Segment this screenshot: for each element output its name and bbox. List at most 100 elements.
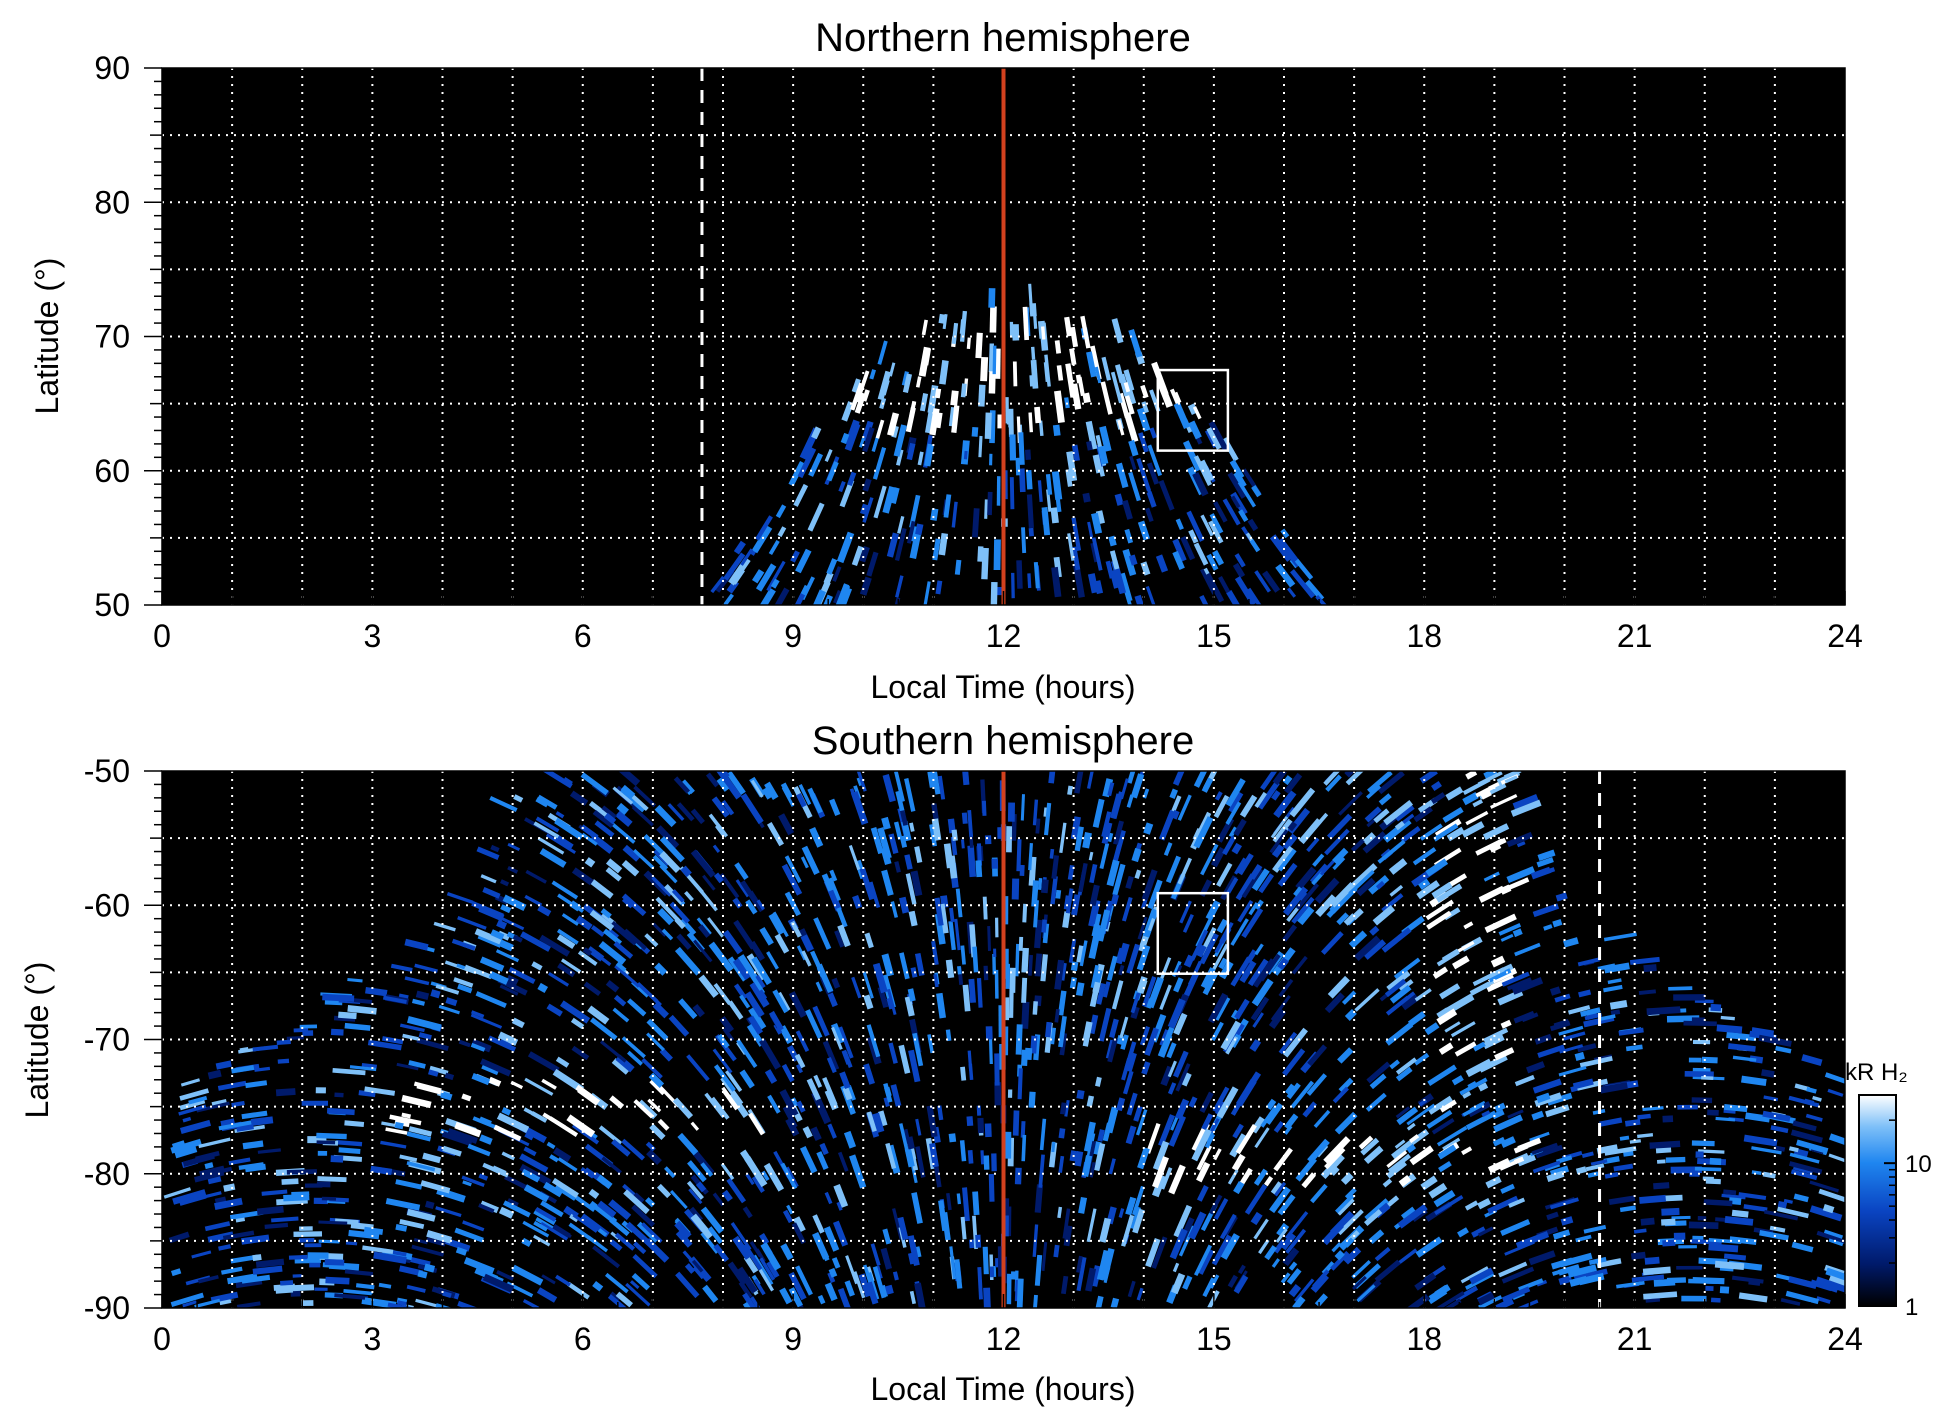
emission-streak — [1130, 1006, 1140, 1020]
emission-streak — [1196, 1185, 1209, 1202]
emission-streak — [458, 1039, 471, 1048]
emission-streak — [700, 1231, 720, 1254]
emission-streak — [1225, 778, 1246, 807]
emission-streak — [1112, 863, 1126, 896]
emission-streak — [1050, 1027, 1057, 1045]
emission-streak — [1102, 981, 1111, 998]
emission-streak — [1022, 306, 1030, 341]
emission-streak — [1229, 459, 1245, 480]
emission-streak — [1228, 791, 1244, 813]
emission-streak — [1409, 1145, 1434, 1166]
emission-streak — [849, 1154, 867, 1189]
emission-streak — [316, 1132, 347, 1140]
emission-streak — [688, 1188, 703, 1205]
emission-streak — [467, 1143, 491, 1157]
emission-streak — [725, 1069, 743, 1092]
emission-streak — [1394, 1139, 1406, 1149]
emission-streak — [851, 976, 862, 999]
emission-streak — [1034, 1254, 1043, 1286]
emission-streak — [1388, 858, 1408, 875]
emission-streak — [204, 1221, 231, 1232]
emission-streak — [1809, 1205, 1843, 1222]
emission-streak — [1504, 775, 1518, 784]
emission-streak — [904, 778, 916, 812]
emission-streak — [1431, 1117, 1455, 1135]
colorbar-ticks: 110 — [1884, 1094, 1932, 1321]
emission-streak — [1258, 873, 1275, 894]
emission-streak — [1500, 1219, 1531, 1236]
emission-streak — [780, 1162, 798, 1190]
emission-streak — [503, 1200, 531, 1218]
emission-streak — [601, 805, 617, 819]
colorbar-tick-label: 1 — [1905, 1294, 1918, 1321]
emission-streak — [772, 911, 789, 938]
emission-streak — [1761, 1069, 1775, 1078]
emission-streak — [1396, 1106, 1419, 1126]
emission-streak — [1460, 1266, 1489, 1284]
emission-streak — [1334, 1111, 1358, 1135]
emission-streak — [881, 869, 894, 896]
emission-streak — [1537, 849, 1556, 861]
emission-streak — [1021, 947, 1029, 973]
emission-streak — [756, 989, 768, 1002]
emission-streak — [859, 576, 872, 596]
emission-streak — [197, 1275, 219, 1284]
emission-streak — [1603, 932, 1637, 942]
emission-streak — [708, 941, 734, 973]
emission-streak — [1389, 884, 1404, 897]
emission-streak — [910, 870, 923, 897]
emission-streak — [1095, 510, 1105, 525]
emission-streak — [1398, 1175, 1412, 1187]
emission-streak — [1368, 1229, 1385, 1245]
emission-streak — [810, 950, 822, 969]
emission-streak — [1499, 1160, 1516, 1171]
y-tick-label: 50 — [94, 587, 130, 623]
emission-streak — [1192, 406, 1202, 420]
emission-streak — [1295, 883, 1320, 910]
emission-streak — [1252, 958, 1276, 988]
emission-streak — [1064, 1099, 1070, 1117]
emission-streak — [892, 1271, 899, 1281]
emission-streak — [1397, 1248, 1418, 1265]
emission-streak — [1477, 1226, 1494, 1237]
emission-streak — [414, 963, 438, 973]
emission-streak — [255, 1258, 285, 1268]
emission-streak — [726, 1177, 747, 1204]
emission-streak — [1034, 953, 1043, 977]
emission-streak — [881, 953, 894, 977]
emission-streak — [948, 921, 956, 951]
x-tick-label: 21 — [1617, 618, 1653, 654]
emission-streak — [691, 1259, 704, 1273]
emission-streak — [1088, 1014, 1099, 1035]
emission-streak — [256, 1205, 284, 1216]
emission-streak — [1141, 1061, 1151, 1075]
emission-streak — [1311, 871, 1325, 886]
emission-streak — [748, 1112, 765, 1136]
emission-streak — [1093, 1143, 1106, 1172]
emission-streak — [802, 1126, 813, 1139]
emission-streak — [591, 925, 605, 937]
emission-streak — [325, 1276, 350, 1285]
emission-streak — [1118, 964, 1125, 976]
emission-streak — [976, 977, 983, 1008]
emission-streak — [1172, 538, 1187, 562]
emission-streak — [1253, 1168, 1268, 1186]
emission-streak — [1158, 957, 1172, 983]
emission-streak — [1159, 1029, 1169, 1046]
emission-streak — [677, 1132, 699, 1156]
emission-streak — [533, 1208, 557, 1226]
emission-streak — [1210, 1021, 1224, 1042]
emission-streak — [540, 1200, 564, 1218]
emission-streak — [836, 531, 855, 564]
emission-streak — [600, 908, 612, 919]
emission-streak — [413, 1237, 428, 1245]
emission-streak — [378, 1282, 392, 1289]
emission-streak — [453, 977, 474, 988]
emission-streak — [675, 1230, 693, 1248]
emission-streak — [1341, 990, 1357, 1005]
emission-streak — [777, 526, 787, 538]
emission-streak — [594, 820, 615, 838]
emission-streak — [609, 1291, 621, 1302]
y-tick-label: -80 — [84, 1156, 130, 1192]
northern-overlays — [700, 68, 1230, 605]
